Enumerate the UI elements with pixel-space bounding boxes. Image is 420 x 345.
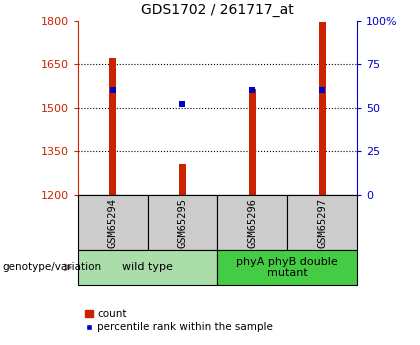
Text: wild type: wild type — [122, 263, 173, 272]
Text: genotype/variation: genotype/variation — [2, 263, 101, 272]
Bar — [147, 195, 218, 250]
Bar — [78, 250, 218, 285]
Bar — [218, 250, 357, 285]
Bar — [218, 195, 287, 250]
Text: GSM65297: GSM65297 — [317, 198, 327, 247]
Bar — [179, 165, 186, 195]
Text: phyA phyB double
mutant: phyA phyB double mutant — [236, 257, 338, 278]
Legend: count, percentile rank within the sample: count, percentile rank within the sample — [81, 305, 278, 336]
Bar — [287, 195, 357, 250]
Bar — [78, 195, 147, 250]
Text: GSM65295: GSM65295 — [177, 198, 187, 247]
Title: GDS1702 / 261717_at: GDS1702 / 261717_at — [141, 3, 294, 17]
Text: GSM65294: GSM65294 — [108, 198, 118, 247]
Text: GSM65296: GSM65296 — [247, 198, 257, 247]
Bar — [109, 58, 116, 195]
Bar — [249, 89, 256, 195]
Bar — [319, 22, 326, 195]
